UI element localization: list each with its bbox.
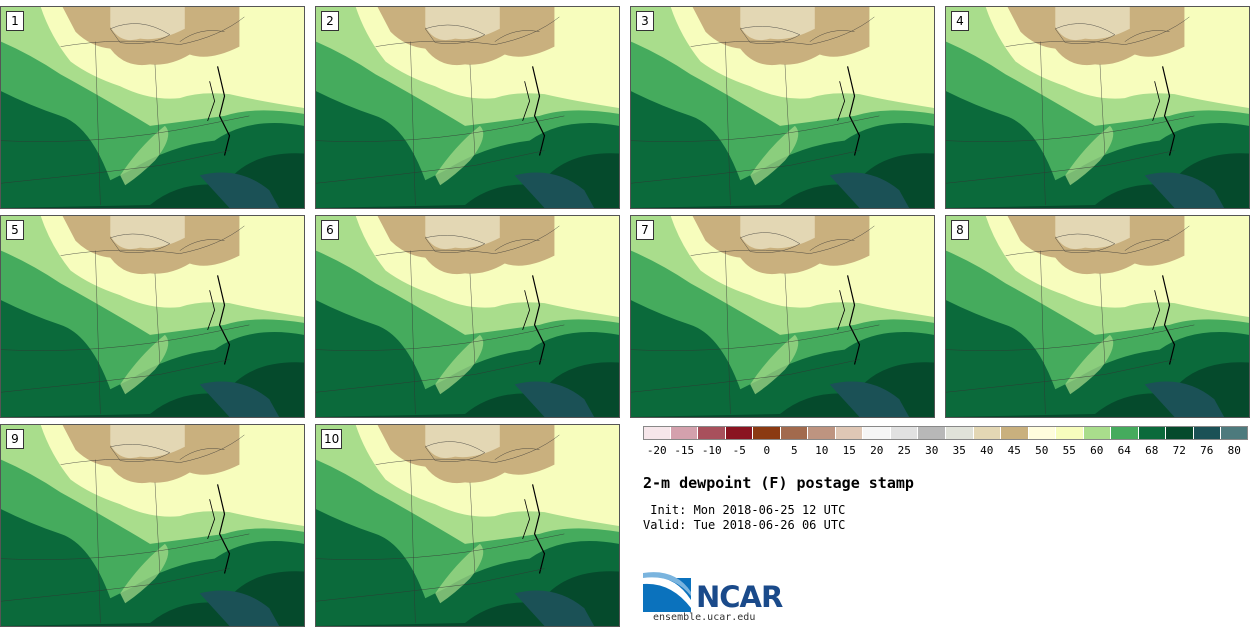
- colorbar-swatch: [918, 426, 947, 440]
- colorbar-swatch: [1111, 426, 1139, 440]
- colorbar-tick-label: -20: [646, 444, 667, 457]
- colorbar: [643, 426, 1249, 440]
- member-number: 5: [6, 220, 24, 240]
- dewpoint-map: [1, 425, 304, 626]
- dewpoint-map: [946, 216, 1249, 417]
- member-number: 2: [321, 11, 339, 31]
- map-panel-10: 10: [315, 424, 620, 627]
- ncar-logo-icon: [643, 572, 691, 612]
- colorbar-swatch: [643, 426, 671, 440]
- colorbar-swatch: [1056, 426, 1084, 440]
- colorbar-tick-label: 55: [1062, 444, 1076, 457]
- colorbar-tick-label: 35: [952, 444, 966, 457]
- member-number: 3: [636, 11, 654, 31]
- colorbar-tick-label: 5: [790, 444, 798, 457]
- member-number: 9: [6, 429, 24, 449]
- map-panel-2: 2: [315, 6, 620, 209]
- colorbar-swatch: [1138, 426, 1167, 440]
- dewpoint-map: [316, 216, 619, 417]
- dewpoint-map: [631, 216, 934, 417]
- colorbar-tick-label: 25: [897, 444, 911, 457]
- colorbar-tick-label: -5: [732, 444, 746, 457]
- colorbar-tick-label: 80: [1227, 444, 1241, 457]
- map-panel-1: 1: [0, 6, 305, 209]
- member-number: 6: [321, 220, 339, 240]
- colorbar-swatch: [698, 426, 726, 440]
- plot-title: 2-m dewpoint (F) postage stamp: [643, 474, 914, 492]
- map-panel-7: 7: [630, 215, 935, 418]
- member-number: 4: [951, 11, 969, 31]
- member-number: 8: [951, 220, 969, 240]
- dewpoint-map: [631, 7, 934, 208]
- dewpoint-map: [316, 425, 619, 626]
- colorbar-swatch: [1028, 426, 1057, 440]
- colorbar-swatch: [946, 426, 974, 440]
- colorbar-swatch: [1166, 426, 1194, 440]
- colorbar-swatch: [670, 426, 699, 440]
- colorbar-tick-label: 64: [1117, 444, 1131, 457]
- ncar-logo-text: NCAR: [696, 580, 783, 614]
- member-number: 10: [321, 429, 343, 449]
- map-panel-8: 8: [945, 215, 1250, 418]
- map-panel-4: 4: [945, 6, 1250, 209]
- colorbar-tick-label: 20: [870, 444, 884, 457]
- colorbar-swatch: [780, 426, 809, 440]
- colorbar-ticks: -20 -15 -10 -5 0 5 10 15 20 25 30 35 40 45 50 55 60 64 68 7…: [643, 444, 1248, 458]
- colorbar-tick-label: 15: [842, 444, 856, 457]
- colorbar-tick-label: -15: [674, 444, 695, 457]
- colorbar-swatch: [890, 426, 919, 440]
- colorbar-tick-label: 68: [1145, 444, 1159, 457]
- colorbar-tick-label: 72: [1172, 444, 1186, 457]
- colorbar-tick-label: 0: [763, 444, 771, 457]
- colorbar-swatch: [808, 426, 836, 440]
- dewpoint-map: [946, 7, 1249, 208]
- colorbar-swatch: [1193, 426, 1222, 440]
- member-number: 7: [636, 220, 654, 240]
- colorbar-tick-label: 30: [925, 444, 939, 457]
- logo-url: ensemble.ucar.edu: [653, 612, 756, 623]
- map-panel-5: 5: [0, 215, 305, 418]
- map-panel-9: 9: [0, 424, 305, 627]
- colorbar-tick-label: 76: [1200, 444, 1214, 457]
- colorbar-swatch: [753, 426, 781, 440]
- dewpoint-map: [1, 7, 304, 208]
- colorbar-swatch: [835, 426, 864, 440]
- colorbar-tick-label: 10: [815, 444, 829, 457]
- colorbar-swatch: [973, 426, 1002, 440]
- map-panel-3: 3: [630, 6, 935, 209]
- member-number: 1: [6, 11, 24, 31]
- colorbar-swatch: [1001, 426, 1029, 440]
- colorbar-swatch: [1221, 426, 1249, 440]
- colorbar-swatch: [1083, 426, 1112, 440]
- valid-time: Valid: Tue 2018-06-26 06 UTC: [643, 518, 846, 532]
- colorbar-tick-label: -10: [701, 444, 722, 457]
- init-time: Init: Mon 2018-06-25 12 UTC: [643, 503, 846, 517]
- colorbar-tick-label: 45: [1007, 444, 1021, 457]
- colorbar-tick-label: 50: [1035, 444, 1049, 457]
- colorbar-swatch: [725, 426, 754, 440]
- colorbar-tick-label: 60: [1090, 444, 1104, 457]
- dewpoint-map: [1, 216, 304, 417]
- dewpoint-map: [316, 7, 619, 208]
- colorbar-swatch: [863, 426, 891, 440]
- map-panel-6: 6: [315, 215, 620, 418]
- colorbar-tick-label: 40: [980, 444, 994, 457]
